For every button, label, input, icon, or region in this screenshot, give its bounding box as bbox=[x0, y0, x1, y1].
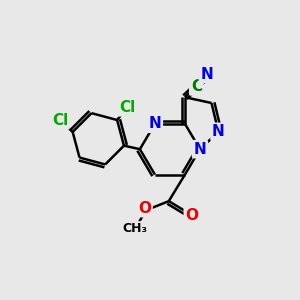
Text: N: N bbox=[148, 116, 161, 131]
Text: CH₃: CH₃ bbox=[123, 222, 148, 236]
Text: O: O bbox=[138, 201, 151, 216]
Text: C: C bbox=[191, 79, 202, 94]
Text: Cl: Cl bbox=[119, 100, 136, 115]
Text: N: N bbox=[200, 67, 213, 82]
Text: Cl: Cl bbox=[52, 113, 68, 128]
Text: O: O bbox=[185, 208, 198, 223]
Text: N: N bbox=[194, 142, 206, 157]
Text: N: N bbox=[212, 124, 225, 140]
